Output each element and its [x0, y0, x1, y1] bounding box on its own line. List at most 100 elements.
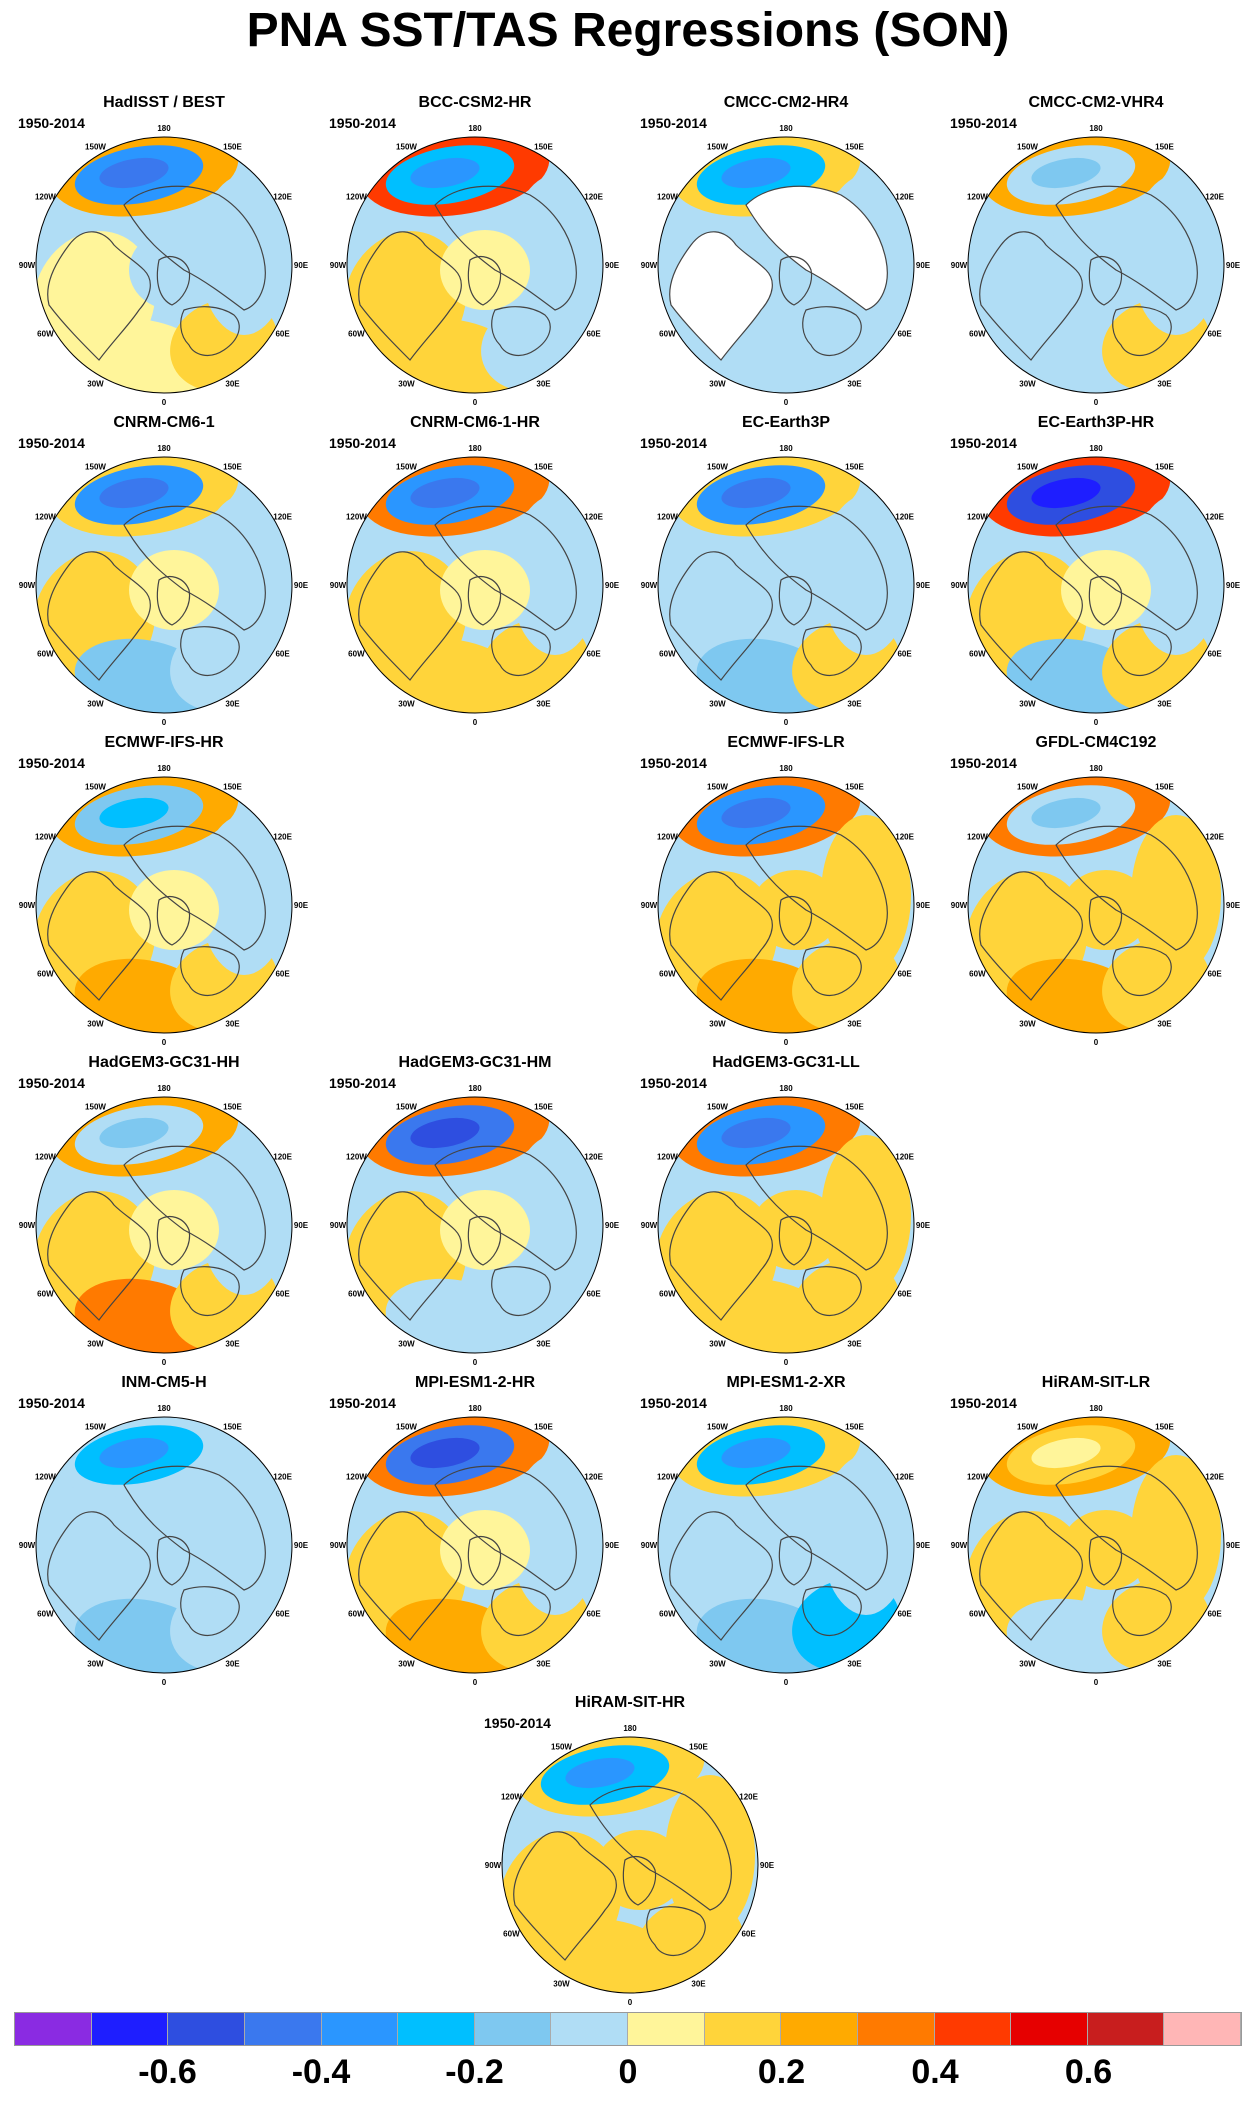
- colorbar-tick-label: 0.6: [1064, 2053, 1113, 2091]
- meridian-label: 60W: [37, 330, 54, 339]
- meridian-label: 30E: [225, 1660, 240, 1669]
- meridian-label: 180: [157, 444, 171, 453]
- meridian-label: 90W: [19, 581, 36, 590]
- map-panel: EC-Earth3P 1950-2014 180 150E 120E 90E 60E 30E 0…: [636, 413, 936, 735]
- asia-anomaly: [199, 815, 289, 975]
- coastline: [778, 256, 813, 306]
- meridian-label: 0: [1094, 398, 1099, 407]
- meridian-label: 0: [473, 1358, 478, 1367]
- meridian-label: 90E: [294, 1221, 309, 1230]
- meridian-label: 90E: [294, 581, 309, 590]
- arctic-anomaly: [129, 870, 219, 950]
- meridian-label: 30W: [1019, 700, 1036, 709]
- coastline: [434, 1465, 577, 1591]
- meridian-label: 150E: [1155, 1422, 1174, 1431]
- panel-period: 1950-2014: [329, 1075, 396, 1091]
- panel-period: 1950-2014: [950, 115, 1017, 131]
- meridian-label: 60W: [37, 1290, 54, 1299]
- arctic-anomaly: [1061, 550, 1151, 630]
- meridian-label: 150W: [85, 462, 106, 471]
- arctic-anomaly: [751, 550, 841, 630]
- panel-title: EC-Earth3P-HR: [1037, 414, 1155, 431]
- coastline: [123, 505, 266, 631]
- meridian-label: 0: [162, 1038, 167, 1047]
- meridian-label: 150E: [223, 462, 242, 471]
- coastline: [491, 1266, 551, 1317]
- panel-title: HadGEM3-GC31-LL: [712, 1054, 860, 1071]
- meridian-label: 90W: [330, 1221, 347, 1230]
- arctic-anomaly: [595, 1830, 685, 1910]
- polar-map: 180 150E 120E 90E 60E 30E 0 30W 60W 90W 120W 150W: [641, 1084, 931, 1367]
- polar-map: 180 150E 120E 90E 60E 30E 0 30W 60W 90W 120W 150W: [19, 1404, 309, 1687]
- panel-title: CMCC-CM2-HR4: [723, 94, 849, 111]
- meridian-label: 0: [473, 718, 478, 727]
- meridian-label: 30E: [1157, 380, 1172, 389]
- coastline: [156, 576, 191, 626]
- meridian-label: 120E: [1205, 1473, 1224, 1482]
- meridian-label: 180: [623, 1724, 637, 1733]
- map-boundary: [35, 1096, 293, 1354]
- meridian-label: 120E: [895, 1473, 914, 1482]
- meridian-label: 30W: [709, 380, 726, 389]
- asia-anomaly: [1131, 175, 1221, 335]
- coastline: [358, 1191, 462, 1321]
- colorbar-swatch: [244, 2013, 322, 2045]
- meridian-label: 90W: [951, 261, 968, 270]
- meridian-label: 120E: [739, 1793, 758, 1802]
- meridian-label: 30E: [1157, 1020, 1172, 1029]
- coastline: [358, 231, 462, 361]
- map-boundary: [35, 1416, 293, 1674]
- meridian-label: 90W: [330, 1541, 347, 1550]
- arctic-anomaly: [440, 1510, 530, 1590]
- polar-map: 180 150E 120E 90E 60E 30E 0 30W 60W 90W 120W 150W: [951, 1404, 1241, 1687]
- arctic-anomaly: [129, 550, 219, 630]
- meridian-label: 150W: [707, 1102, 728, 1111]
- arctic-anomaly: [440, 230, 530, 310]
- colorbar-tick-label: -0.6: [138, 2053, 197, 2091]
- meridian-label: 90E: [916, 581, 931, 590]
- meridian-label: 150E: [223, 1422, 242, 1431]
- coastline: [180, 1266, 240, 1317]
- meridian-label: 30W: [398, 380, 415, 389]
- map-panel: CNRM-CM6-1 1950-2014 180 150E 120E 90E 60E 30E 0…: [14, 413, 314, 735]
- meridian-label: 150W: [551, 1742, 572, 1751]
- panel-period: 1950-2014: [18, 1395, 85, 1411]
- meridian-label: 90W: [330, 261, 347, 270]
- panel-period: 1950-2014: [329, 435, 396, 451]
- coastline: [467, 256, 502, 306]
- meridian-label: 60E: [897, 1610, 912, 1619]
- meridian-label: 90W: [951, 901, 968, 910]
- map-boundary: [657, 1416, 915, 1674]
- meridian-label: 150E: [223, 142, 242, 151]
- meridian-label: 60E: [275, 1290, 290, 1299]
- meridian-label: 30E: [536, 380, 551, 389]
- panel-period: 1950-2014: [18, 115, 85, 131]
- map-panel: CNRM-CM6-1-HR 1950-2014 180 150E 120E 90E 60E 3…: [325, 413, 625, 735]
- coastline: [156, 1536, 191, 1586]
- coastline: [467, 1216, 502, 1266]
- meridian-label: 180: [779, 124, 793, 133]
- map-panel: MPI-ESM1-2-XR 1950-2014 180 150E 120E 90E 60E 3…: [636, 1373, 936, 1695]
- panel-title: HadISST / BEST: [103, 94, 225, 111]
- coastline: [669, 1191, 773, 1321]
- colorbar-swatch: [1164, 2013, 1241, 2045]
- coastline: [778, 1536, 813, 1586]
- meridian-label: 150E: [1155, 782, 1174, 791]
- meridian-label: 90E: [916, 1541, 931, 1550]
- polar-map: 180 150E 120E 90E 60E 30E 0 30W 60W 90W 120W 150W: [641, 124, 931, 407]
- panel-title: CNRM-CM6-1-HR: [410, 414, 540, 431]
- meridian-label: 90E: [916, 1221, 931, 1230]
- meridian-label: 0: [784, 1038, 789, 1047]
- meridian-label: 30W: [709, 1020, 726, 1029]
- panel-title: MPI-ESM1-2-XR: [726, 1374, 846, 1391]
- meridian-label: 60W: [659, 1290, 676, 1299]
- meridian-label: 120W: [35, 833, 56, 842]
- asia-anomaly: [1131, 1455, 1221, 1615]
- meridian-label: 90E: [294, 261, 309, 270]
- meridian-label: 60W: [969, 650, 986, 659]
- meridian-label: 30W: [1019, 1660, 1036, 1669]
- coastline: [156, 1216, 191, 1266]
- polar-map: 180 150E 120E 90E 60E 30E 0 30W 60W 90W 120W 150W: [641, 764, 931, 1047]
- meridian-label: 90W: [951, 1541, 968, 1550]
- colorbar-tick-label: 0.4: [911, 2053, 959, 2091]
